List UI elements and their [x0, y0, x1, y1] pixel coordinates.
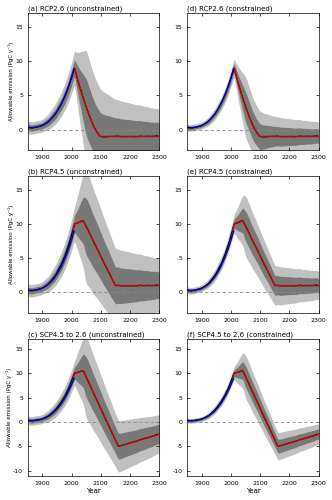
X-axis label: Year: Year — [246, 488, 260, 494]
Text: (a) RCP2.6 (unconstrained): (a) RCP2.6 (unconstrained) — [28, 6, 122, 12]
Text: (d) RCP2.6 (constrained): (d) RCP2.6 (constrained) — [187, 6, 273, 12]
Text: (e) RCP4.5 (constrained): (e) RCP4.5 (constrained) — [187, 168, 273, 175]
Text: (f) SCP4.5 to 2.6 (constrained): (f) SCP4.5 to 2.6 (constrained) — [187, 331, 293, 338]
X-axis label: Year: Year — [86, 488, 101, 494]
Y-axis label: Allowable emission (PgC y⁻¹): Allowable emission (PgC y⁻¹) — [6, 368, 12, 447]
Y-axis label: Allowable emission (PgC y⁻¹): Allowable emission (PgC y⁻¹) — [8, 42, 14, 121]
Y-axis label: Allowable emission (PgC y⁻¹): Allowable emission (PgC y⁻¹) — [8, 205, 14, 284]
Text: (c) SCP4.5 to 2.6 (unconstrained): (c) SCP4.5 to 2.6 (unconstrained) — [28, 331, 144, 338]
Text: (b) RCP4.5 (unconstrained): (b) RCP4.5 (unconstrained) — [28, 168, 122, 175]
